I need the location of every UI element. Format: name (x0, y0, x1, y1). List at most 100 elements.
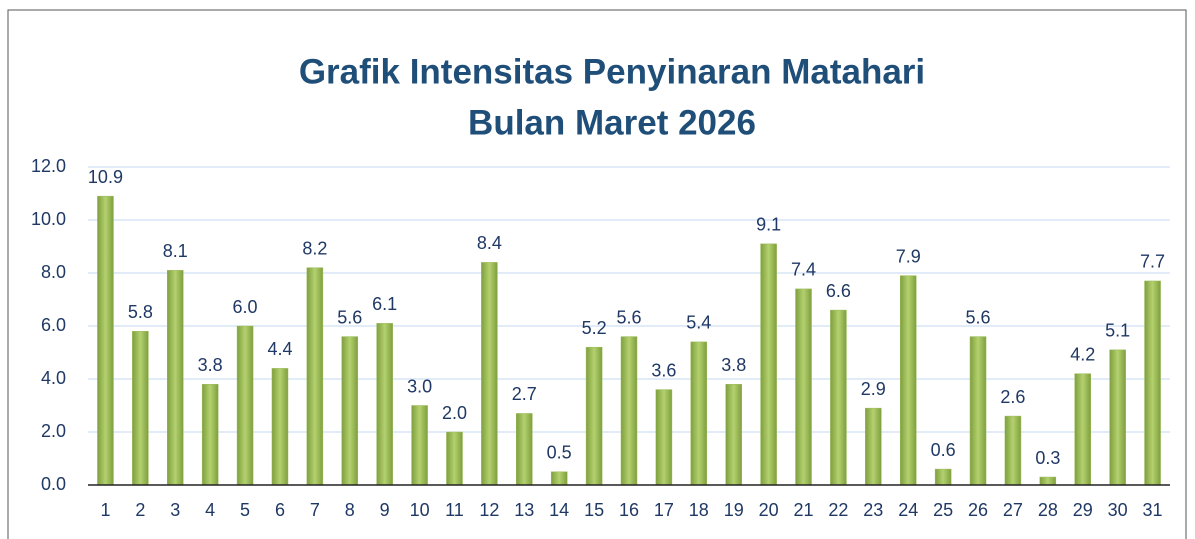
bar (446, 431, 463, 486)
x-tick-label: 17 (654, 500, 674, 520)
data-label: 7.9 (896, 246, 921, 266)
bar (585, 346, 603, 486)
x-tick-label: 23 (863, 500, 883, 520)
bar (934, 468, 952, 486)
data-label: 5.4 (686, 313, 711, 333)
y-tick-label: 0.0 (41, 474, 66, 494)
x-tick-label: 6 (275, 500, 285, 520)
y-tick-label: 8.0 (41, 262, 66, 282)
bar (97, 195, 114, 486)
x-tick-label: 29 (1073, 500, 1093, 520)
x-tick-label: 24 (898, 500, 918, 520)
bar (376, 323, 393, 486)
data-label: 6.6 (826, 281, 851, 301)
bar (725, 384, 742, 486)
data-label: 6.0 (233, 297, 258, 317)
bar (167, 270, 184, 486)
bar (411, 405, 428, 486)
x-tick-label: 9 (380, 500, 390, 520)
data-label: 5.2 (582, 318, 607, 338)
bar (655, 389, 673, 486)
data-label: 3.8 (198, 355, 223, 375)
bar (236, 325, 254, 486)
bar (795, 288, 812, 486)
bar (690, 341, 708, 486)
x-tick-label: 5 (240, 500, 250, 520)
data-label: 8.1 (163, 241, 188, 261)
bar (1109, 349, 1126, 486)
y-tick-label: 12.0 (31, 156, 66, 176)
data-label: 10.9 (88, 167, 123, 187)
bar (271, 368, 289, 486)
data-label: 5.6 (337, 307, 362, 327)
data-label: 4.2 (1070, 344, 1095, 364)
data-label: 0.3 (1035, 448, 1060, 468)
x-tick-label: 16 (619, 500, 639, 520)
data-label: 5.6 (616, 307, 641, 327)
bar (550, 471, 568, 486)
data-label: 2.6 (1000, 387, 1025, 407)
data-label: 6.1 (372, 294, 397, 314)
x-tick-label: 4 (205, 500, 215, 520)
y-tick-label: 4.0 (41, 368, 66, 388)
x-tick-label: 28 (1038, 500, 1058, 520)
x-tick-label: 25 (933, 500, 953, 520)
bar (516, 413, 533, 486)
bar (1074, 373, 1091, 486)
data-label: 3.0 (407, 376, 432, 396)
x-tick-label: 8 (345, 500, 355, 520)
x-tick-label: 21 (794, 500, 814, 520)
data-label: 2.7 (512, 384, 537, 404)
bar (865, 407, 882, 486)
bar (481, 262, 498, 486)
data-label: 4.4 (267, 339, 292, 359)
x-tick-label: 18 (689, 500, 709, 520)
x-tick-label: 14 (549, 500, 569, 520)
x-tick-label: 1 (100, 500, 110, 520)
x-tick-label: 13 (514, 500, 534, 520)
bar (341, 336, 359, 486)
data-label: 5.6 (966, 307, 991, 327)
data-label: 2.9 (861, 379, 886, 399)
x-tick-label: 15 (584, 500, 604, 520)
x-tick-label: 30 (1108, 500, 1128, 520)
data-label: 5.8 (128, 302, 153, 322)
x-tick-label: 11 (445, 500, 464, 520)
data-label: 0.6 (931, 440, 956, 460)
bar (1004, 415, 1022, 486)
bar (1144, 280, 1161, 486)
x-tick-label: 27 (1003, 500, 1023, 520)
x-tick-label: 31 (1143, 500, 1163, 520)
chart-frame (7, 9, 1187, 539)
x-tick-label: 3 (170, 500, 180, 520)
bar (899, 275, 917, 486)
data-label: 2.0 (442, 403, 467, 423)
y-tick-label: 10.0 (31, 209, 66, 229)
x-tick-label: 7 (310, 500, 320, 520)
bar (969, 336, 987, 486)
x-tick-label: 20 (759, 500, 779, 520)
data-label: 8.4 (477, 233, 502, 253)
x-tick-label: 10 (410, 500, 430, 520)
data-label: 3.8 (721, 355, 746, 375)
bar (760, 243, 777, 486)
bar (132, 331, 149, 486)
data-label: 8.2 (302, 238, 327, 258)
data-label: 7.7 (1140, 252, 1165, 272)
bar (1039, 476, 1057, 486)
bar (201, 384, 219, 486)
x-tick-label: 2 (135, 500, 145, 520)
x-tick-label: 12 (479, 500, 499, 520)
data-label: 9.1 (756, 215, 781, 235)
y-tick-label: 6.0 (41, 315, 66, 335)
data-label: 7.4 (791, 260, 816, 280)
data-label: 0.5 (547, 443, 572, 463)
bar (306, 267, 324, 486)
data-label: 3.6 (651, 360, 676, 380)
y-tick-label: 2.0 (41, 421, 66, 441)
chart-subtitle: Bulan Maret 2026 (468, 103, 756, 142)
bar (830, 309, 847, 486)
chart-title: Grafik Intensitas Penyinaran Matahari (299, 52, 925, 91)
